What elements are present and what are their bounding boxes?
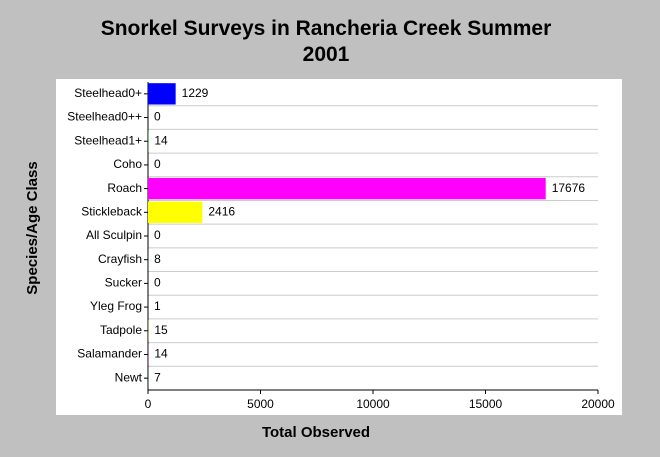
value-label: 0 <box>154 228 161 242</box>
y-tick-label: All Sculpin <box>86 228 142 242</box>
y-tick-label: Crayfish <box>98 252 142 266</box>
value-label: 0 <box>154 276 161 290</box>
value-label: 7 <box>154 370 161 384</box>
y-tick-label: Sucker <box>105 276 142 290</box>
y-tick-label: Steelhead0+ <box>74 86 142 100</box>
bar <box>148 83 176 105</box>
bar <box>148 201 203 223</box>
value-label: 1 <box>154 299 161 313</box>
value-label: 14 <box>154 133 168 147</box>
y-tick-label: Steelhead1+ <box>74 133 142 147</box>
value-label: 0 <box>154 157 161 171</box>
value-label: 0 <box>154 110 161 124</box>
x-tick-label: 0 <box>145 397 152 411</box>
chart-title: Snorkel Surveys in Rancheria Creek Summe… <box>100 17 552 66</box>
value-label: 1229 <box>182 86 209 100</box>
y-tick-label: Newt <box>115 370 143 384</box>
y-tick-label: Yleg Frog <box>90 299 142 313</box>
value-label: 2416 <box>208 204 235 218</box>
y-tick-label: Stickleback <box>81 204 143 218</box>
y-tick-label: Tadpole <box>100 323 142 337</box>
y-tick-label: Salamander <box>77 347 142 361</box>
value-label: 8 <box>154 252 161 266</box>
x-tick-label: 10000 <box>356 397 390 411</box>
plot-panel <box>56 79 622 415</box>
x-tick-label: 15000 <box>469 397 503 411</box>
bar <box>148 177 546 200</box>
y-tick-label: Steelhead0++ <box>67 110 142 124</box>
value-label: 14 <box>154 347 168 361</box>
value-label: 17676 <box>552 181 586 195</box>
y-tick-label: Roach <box>107 181 142 195</box>
y-tick-label: Coho <box>113 157 142 171</box>
value-label: 15 <box>154 323 168 337</box>
x-tick-label: 20000 <box>581 397 615 411</box>
y-axis-title: Species/Age Class <box>24 161 41 294</box>
x-tick-label: 5000 <box>247 397 274 411</box>
x-axis-title: Total Observed <box>262 424 370 441</box>
